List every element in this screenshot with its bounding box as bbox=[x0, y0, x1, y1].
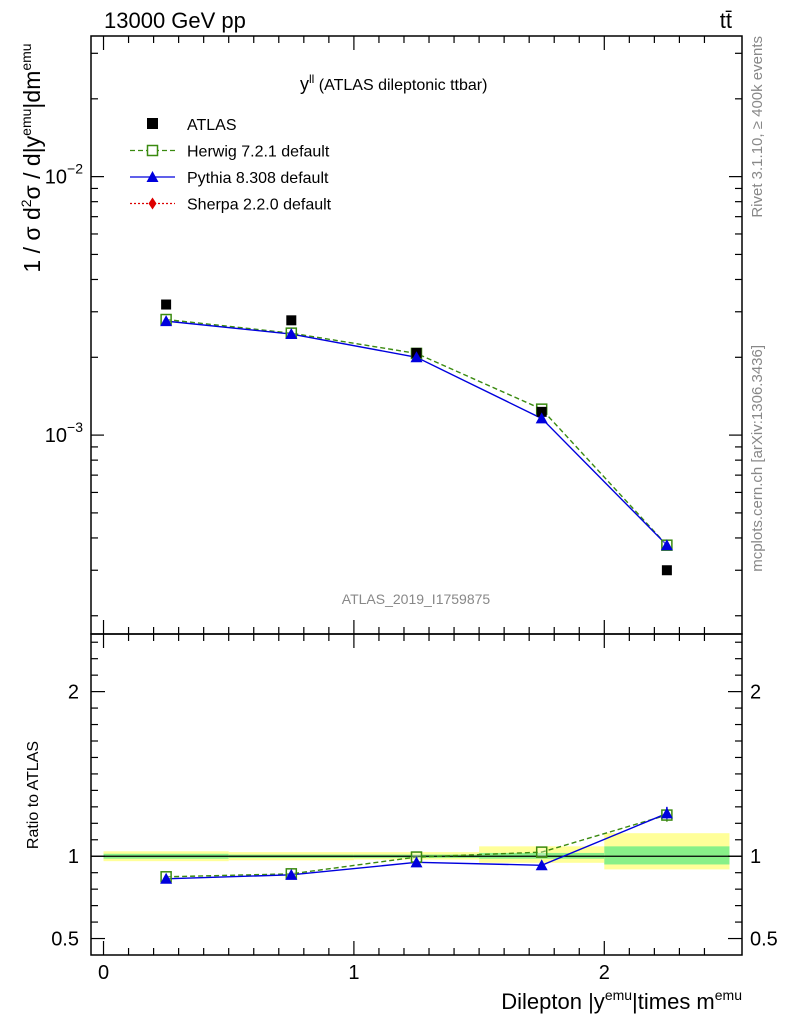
ratio-stat-band bbox=[604, 846, 730, 865]
legend-marker-herwig bbox=[146, 144, 159, 157]
side-label-top: Rivet 3.1.10, ≥ 400k events bbox=[749, 36, 766, 218]
herwig-ratio-point bbox=[535, 846, 548, 858]
xlabel-part: |times m bbox=[632, 989, 715, 1014]
main-panel: 10−3 10−2 yll (ATLAS dileptonic ttbar) 1 … bbox=[18, 35, 743, 635]
ylabel-sup: emu bbox=[18, 43, 34, 70]
x-tick-label: 1 bbox=[348, 962, 359, 984]
ratio-ytick-label: 2 bbox=[68, 682, 79, 704]
legend-label: ATLAS bbox=[187, 117, 237, 134]
ratio-axes-box bbox=[90, 633, 743, 956]
legend-marker-sherpa bbox=[148, 197, 157, 210]
legend: ATLAS Herwig 7.2.1 default Pythia 8.308 de… bbox=[130, 117, 332, 214]
header-left: 13000 GeV pp bbox=[104, 8, 246, 33]
ylabel-sup: emu bbox=[18, 109, 34, 136]
x-axis-label: Dilepton |yemu|times memu bbox=[501, 987, 742, 1014]
pythia-ratio-point bbox=[160, 872, 173, 884]
side-label-bottom: mcplots.cern.ch [arXiv:1306.3436] bbox=[749, 345, 766, 572]
pythia-ratio-point bbox=[285, 868, 298, 880]
analysis-watermark: ATLAS_2019_I1759875 bbox=[342, 591, 491, 607]
main-marks bbox=[160, 299, 673, 576]
xlabel-part: Dilepton |y bbox=[501, 989, 605, 1014]
x-tick-label: 0 bbox=[98, 962, 109, 984]
ratio-ytick-label-right: 2 bbox=[750, 682, 761, 704]
legend-label: Herwig 7.2.1 default bbox=[187, 144, 330, 161]
ylabel-part: |dm bbox=[19, 71, 45, 109]
ratio-panel: 0.5 0.5 1 1 2 2 0 1 2 Ratio to ATLAS Dilepton |y… bbox=[25, 633, 778, 1014]
pythia-ratio-line bbox=[166, 812, 668, 880]
pythia-point bbox=[160, 315, 173, 327]
ratio-ytick-label: 1 bbox=[68, 846, 79, 868]
pythia-point bbox=[285, 328, 298, 340]
ratio-marks bbox=[160, 806, 673, 884]
ylabel-part: σ / d|y bbox=[19, 135, 45, 199]
ratio-frame: 0.5 0.5 1 1 2 2 0 1 2 bbox=[51, 633, 778, 984]
main-ytick-label: 10−2 bbox=[45, 161, 83, 189]
ratio-ytick-label-right: 1 bbox=[750, 846, 761, 868]
legend-marker-atlas bbox=[147, 118, 158, 129]
pythia-point bbox=[410, 351, 423, 363]
y-axis-label: 1 / σ d2σ / d|yemu|dmemu bbox=[18, 43, 45, 272]
header-right: tt̄ bbox=[720, 8, 732, 33]
plot-title-sup: ll bbox=[309, 72, 314, 86]
pythia-point bbox=[535, 412, 548, 424]
legend-marker-pythia bbox=[146, 171, 159, 182]
atlas-point bbox=[286, 315, 297, 326]
xlabel-sup: emu bbox=[715, 987, 742, 1003]
atlas-point bbox=[661, 565, 672, 576]
main-ytick-label: 10−3 bbox=[45, 419, 83, 447]
ratio-y-label: Ratio to ATLAS bbox=[25, 741, 42, 849]
ratio-ytick-label: 0.5 bbox=[51, 929, 79, 951]
pythia-ratio-point bbox=[660, 807, 673, 819]
pythia-ratio-point bbox=[535, 859, 548, 871]
ylabel-sup: 2 bbox=[18, 199, 34, 207]
plot-title-rest: (ATLAS dileptonic ttbar) bbox=[314, 77, 487, 94]
ylabel-part: 1 / σ d bbox=[19, 207, 45, 272]
atlas-point bbox=[161, 299, 172, 310]
plot-title: yll (ATLAS dileptonic ttbar) bbox=[300, 72, 487, 94]
ratio-ytick-label-right: 0.5 bbox=[750, 929, 778, 951]
x-tick-label: 2 bbox=[599, 962, 610, 984]
herwig-ratio-line bbox=[166, 814, 668, 878]
legend-label: Pythia 8.308 default bbox=[187, 170, 329, 187]
atlas-point bbox=[536, 406, 547, 417]
legend-label: Sherpa 2.2.0 default bbox=[187, 197, 332, 214]
xlabel-sup: emu bbox=[605, 987, 632, 1003]
plot-title-main: y bbox=[300, 74, 309, 94]
pythia-ratio-point bbox=[410, 856, 423, 868]
pythia-point bbox=[660, 539, 673, 551]
